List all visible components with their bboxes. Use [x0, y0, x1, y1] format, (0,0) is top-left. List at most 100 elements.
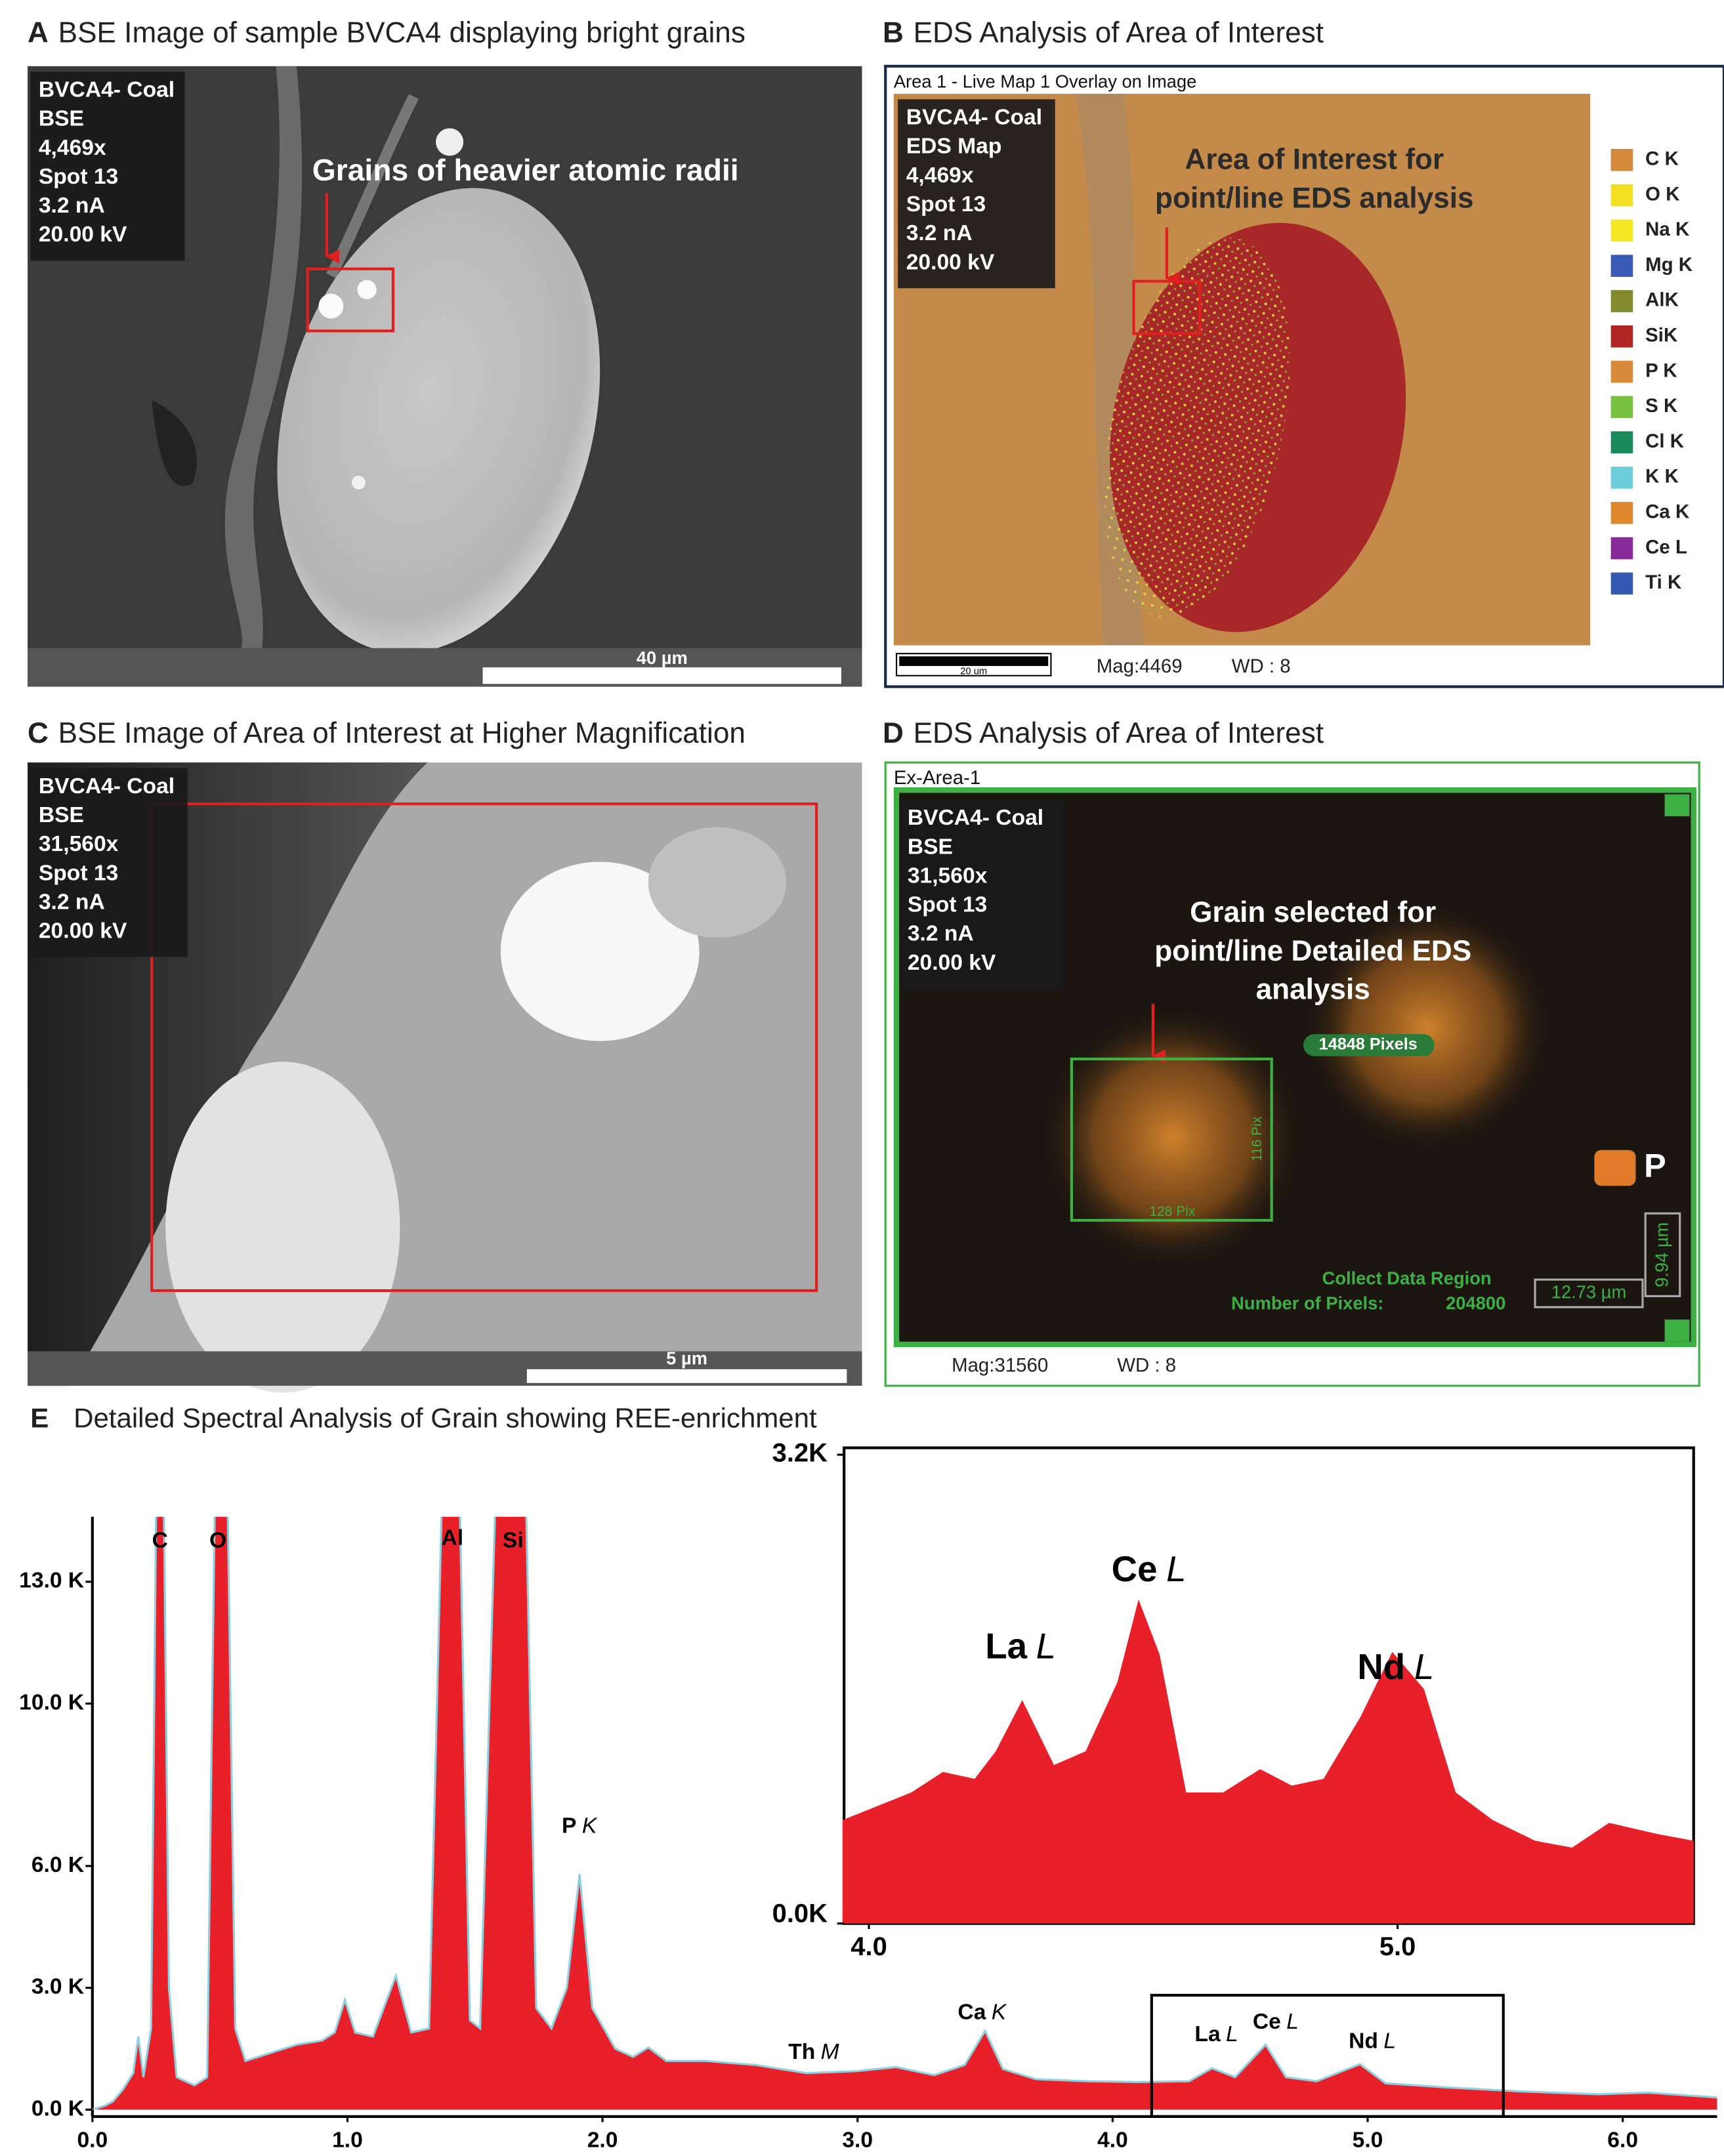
box-width: 128 Pix [1149, 1204, 1196, 1219]
info-line: 20.00 kV [39, 919, 127, 943]
peak-label: Ca K [957, 2000, 1007, 2024]
peak-line: K [582, 1814, 598, 1838]
info-box [30, 72, 185, 261]
x-tick-label: 0.0 [77, 2128, 108, 2153]
peak-label: O [209, 1528, 226, 1552]
legend-swatch [1610, 501, 1633, 524]
legend-swatch [1610, 466, 1633, 489]
info-line: Spot 13 [906, 192, 986, 217]
annotation: point/line Detailed EDS [1154, 935, 1471, 967]
zoom-box [1150, 1993, 1505, 2118]
box-height: 116 Pix [1250, 1116, 1265, 1161]
info-line: BSE [908, 835, 953, 859]
peak-label: Nd L [1357, 1647, 1434, 1687]
panel-header: Ex-Area-1 [894, 767, 980, 789]
peak-line: L [1226, 2022, 1238, 2046]
info-line: Spot 13 [39, 861, 118, 885]
x-tick-label: 4.0 [1097, 2128, 1128, 2153]
legend-swatch [1610, 219, 1633, 242]
legend-label: S K [1645, 395, 1677, 417]
info-line: 3.2 nA [39, 194, 105, 218]
panel-header: Area 1 - Live Map 1 Overlay on Image [894, 71, 1197, 91]
info-line: BSE [39, 803, 84, 827]
legend-label: Ti K [1645, 571, 1681, 593]
legend-swatch [1610, 325, 1633, 348]
peak-label: La L [1194, 2022, 1238, 2046]
panel-title-text: BSE Image of sample BVCA4 displaying bri… [58, 16, 746, 49]
info-line: 20.00 kV [39, 222, 127, 247]
peak-line: L [1414, 1647, 1434, 1687]
panel-letter: E [30, 1403, 49, 1434]
panel-title: E Detailed Spectral Analysis of Grain sho… [30, 1403, 817, 1434]
x-tick-label: 1.0 [332, 2128, 363, 2153]
working-distance: WD : 8 [1232, 655, 1291, 677]
scale-bar-label: 40 µm [637, 648, 688, 668]
spectrum-line [92, 1516, 1717, 2110]
panel-letter: C [28, 717, 49, 749]
region-label: Collect Data Region [1322, 1268, 1492, 1288]
info-line: 3.2 nA [908, 922, 974, 946]
scale-bar-label: 20 um [960, 666, 987, 676]
peak-element: Ca [957, 2000, 986, 2024]
pixels-count: 204800 [1446, 1293, 1505, 1313]
peak-element: Nd [1349, 2029, 1378, 2053]
x-tick-label: 2.0 [587, 2128, 618, 2153]
panel-a-image [28, 66, 862, 687]
info-box [898, 99, 1055, 289]
peak-element: Si [503, 1528, 524, 1552]
y-tick-label: 13.0 K [19, 1569, 84, 1593]
panel-title: D EDS Analysis of Area of Interest [883, 717, 1324, 749]
peak-label: Th M [788, 2040, 839, 2064]
info-line: EDS Map [906, 135, 1002, 159]
info-line: BVCA4- Coal [906, 106, 1042, 130]
legend-swatch [1610, 255, 1633, 277]
scale-bar-label: 5 µm [666, 1348, 707, 1368]
peak-element: Al [442, 1525, 464, 1550]
y-tick-label: 0.0 K [32, 2096, 84, 2121]
annotation: analysis [1256, 974, 1370, 1006]
peak-label: Nd L [1349, 2029, 1396, 2053]
peak-label: Al [442, 1525, 464, 1550]
info-line: 3.2 nA [906, 221, 973, 245]
legend-swatch [1610, 431, 1633, 453]
legend-label: AlK [1645, 289, 1679, 311]
magnification: Mag:31560 [952, 1354, 1048, 1376]
height-um: 9.94 µm [1652, 1222, 1672, 1287]
pixels-label: 14848 Pixels [1319, 1035, 1418, 1054]
legend-label: Na K [1645, 218, 1689, 240]
peak-element: La [985, 1627, 1027, 1667]
info-line: 20.00 kV [908, 951, 996, 975]
legend-label: Cl K [1645, 430, 1684, 452]
legend-label: Ca K [1645, 501, 1689, 523]
y-tick-label: 0.0K [772, 1899, 828, 1928]
peak-line: L [1166, 1549, 1186, 1589]
spectrum-area [842, 1599, 1694, 1924]
panel-title-text: EDS Analysis of Area of Interest [914, 717, 1324, 749]
peak-element: Nd [1357, 1647, 1405, 1687]
peak-line: K [992, 2000, 1007, 2024]
peak-line: L [1383, 2029, 1396, 2053]
info-line: Spot 13 [39, 165, 118, 189]
info-line: Spot 13 [908, 893, 987, 917]
peak-line: L [1286, 2010, 1299, 2034]
annotation: Grains of heavier atomic radii [312, 153, 739, 187]
peak-label: Si [503, 1528, 524, 1552]
panel-e-frames [91, 1446, 1717, 2118]
legend-swatch [1610, 537, 1633, 560]
legend-label: C K [1645, 148, 1679, 170]
panel-title-text: Detailed Spectral Analysis of Grain show… [74, 1403, 817, 1434]
legend-swatch [1610, 148, 1633, 171]
legend-swatch [1610, 572, 1633, 595]
peak-label: C [152, 1528, 168, 1552]
legend-swatch [1610, 184, 1633, 207]
working-distance: WD : 8 [1117, 1354, 1176, 1376]
legend-swatch [1610, 290, 1633, 312]
info-line: 4,469x [906, 163, 974, 188]
x-tick-label: 5.0 [1353, 2128, 1383, 2153]
panel-letter: B [883, 16, 904, 49]
annotation: Grain selected for [1190, 896, 1436, 928]
spectrum-area [92, 1516, 1717, 2110]
width-um: 12.73 µm [1551, 1281, 1626, 1302]
